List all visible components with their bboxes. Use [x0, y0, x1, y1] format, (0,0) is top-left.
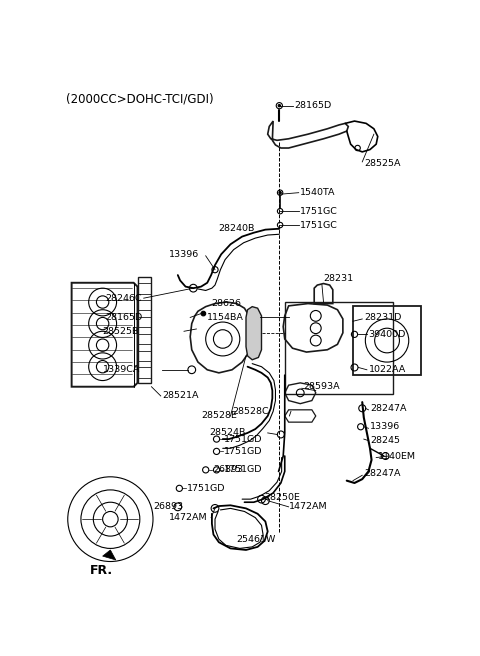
Polygon shape	[103, 550, 116, 560]
Text: 1751GD: 1751GD	[187, 484, 226, 493]
Bar	[138, 283, 151, 293]
Text: FR.: FR.	[89, 564, 113, 577]
Bar	[353, 306, 421, 375]
Text: 25461W: 25461W	[237, 535, 276, 544]
Text: 28240B: 28240B	[218, 224, 255, 233]
Text: 1751GC: 1751GC	[300, 220, 338, 230]
Bar	[138, 317, 151, 327]
Text: 1751GD: 1751GD	[224, 465, 263, 474]
Bar	[138, 367, 151, 379]
Text: 28626: 28626	[212, 299, 241, 308]
Polygon shape	[246, 306, 262, 359]
Bar	[138, 300, 151, 310]
Text: 13396: 13396	[370, 422, 400, 431]
Bar	[137, 277, 152, 383]
Bar	[138, 334, 151, 344]
Text: 28245: 28245	[370, 436, 400, 445]
Text: 28247A: 28247A	[370, 404, 407, 413]
Text: 28528C: 28528C	[232, 407, 269, 416]
Text: 1022AA: 1022AA	[369, 365, 406, 375]
Text: (2000CC>DOHC-TCI/GDI): (2000CC>DOHC-TCI/GDI)	[66, 92, 214, 106]
Text: 26893: 26893	[153, 502, 183, 511]
Text: 1540TA: 1540TA	[300, 188, 336, 197]
Text: 39400D: 39400D	[369, 330, 406, 339]
Text: 1751GD: 1751GD	[224, 434, 263, 443]
Text: 28246C: 28246C	[105, 294, 142, 302]
Text: 28593A: 28593A	[303, 382, 340, 391]
Text: 13396: 13396	[168, 250, 199, 258]
Text: 28525B: 28525B	[103, 327, 139, 336]
Text: 28521A: 28521A	[162, 392, 199, 400]
Text: 28528E: 28528E	[201, 411, 237, 420]
Text: 28165D: 28165D	[105, 313, 142, 322]
Circle shape	[201, 311, 206, 316]
Text: 1140EM: 1140EM	[378, 451, 416, 461]
Text: 1472AM: 1472AM	[289, 502, 328, 511]
Text: 28250E: 28250E	[264, 493, 300, 502]
Text: 1154BA: 1154BA	[207, 313, 244, 322]
Text: 1472AM: 1472AM	[168, 513, 207, 522]
Text: 1339CA: 1339CA	[103, 365, 140, 375]
Bar	[285, 302, 393, 394]
Text: 28165D: 28165D	[294, 101, 331, 110]
Circle shape	[279, 192, 281, 194]
Text: 28247A: 28247A	[364, 469, 400, 478]
Text: 1751GC: 1751GC	[300, 207, 338, 216]
Text: 26893: 26893	[214, 465, 243, 474]
Text: 28524B: 28524B	[209, 428, 245, 438]
Text: 1751GD: 1751GD	[224, 447, 263, 456]
Text: 28231: 28231	[324, 274, 354, 283]
Text: 28525A: 28525A	[364, 159, 400, 168]
Circle shape	[278, 104, 280, 107]
Bar	[138, 350, 151, 361]
Text: 28231D: 28231D	[364, 313, 401, 322]
